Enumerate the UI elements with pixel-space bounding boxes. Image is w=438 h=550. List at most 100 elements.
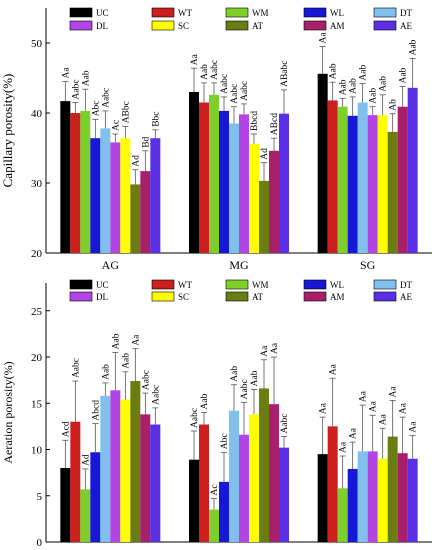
x-tick-label: AG [102,258,120,272]
legend-swatch-AT [225,291,249,302]
significance-label: Aab [369,88,379,104]
bar-SC-MG [249,414,259,542]
significance-label: Aabc [101,88,111,108]
legend-swatch-WM [225,7,249,18]
bar-WT-AG [70,113,81,253]
legend-label-WT: WT [178,280,192,290]
bar-WL-MG [219,110,229,254]
legend-swatch-DT [373,7,397,18]
legend-label-DL: DL [96,21,108,31]
bar-AT-MG [259,180,269,253]
x-tick-label: SG [360,547,376,550]
bar-UC-AG [60,101,71,253]
significance-label: Aa [319,32,329,44]
significance-label: Aabc [151,385,161,405]
y-tick-label: 0 [37,537,43,549]
significance-label: Aabc [210,60,220,80]
bar-WT-AG [70,421,81,542]
legend-swatch-DT [373,279,397,290]
significance-label: Aab [121,353,131,369]
bar-WM-AG [80,489,91,542]
significance-label: Aabc [280,414,290,434]
bar-WT-MG [199,102,209,253]
significance-label: Aab [349,78,359,94]
bar-WL-AG [90,452,101,542]
bar-UC-SG [317,73,328,253]
legend-label-DT: DT [400,8,412,18]
y-tick-label: 20 [31,248,43,260]
significance-label: Ad [260,148,270,160]
bar-SC-SG [377,458,388,542]
significance-label: Aab [101,364,111,380]
legend-swatch-UC [69,7,93,18]
significance-label: Aab [250,370,260,386]
y-tick-label: 50 [31,38,43,50]
bar-WM-MG [209,509,219,542]
bar-SC-MG [249,143,259,253]
significance-label: ABbc [121,101,131,123]
bar-DT-SG [357,451,368,542]
significance-label: Aa [409,421,419,433]
y-tick-label: 30 [31,178,43,190]
significance-label: Aab [329,63,339,79]
legend-label-UC: UC [96,280,109,290]
legend-swatch-WT [151,7,175,18]
legend-swatch-AT [225,20,249,31]
significance-label: Aabc [240,379,250,399]
bar-AM-AG [140,414,151,542]
x-tick-label: MG [229,258,249,272]
significance-label: Aa [369,400,379,412]
bar-DT-SG [357,102,368,253]
bar-AM-AG [140,171,151,253]
significance-label: Aa [131,334,141,346]
legend-swatch-UC [69,279,93,290]
legend-label-DL: DL [96,292,108,302]
significance-label: Aa [399,402,409,414]
bar-UC-MG [189,459,199,542]
bar-WL-SG [347,115,358,253]
significance-label: Bbc [151,111,161,126]
bar-WM-SG [337,488,348,542]
x-tick-label: AG [102,547,120,550]
legend-label-DT: DT [400,280,412,290]
legend-swatch-WT [151,279,175,290]
bar-UC-SG [317,454,328,542]
bar-AE-SG [407,458,418,542]
legend-swatch-WL [303,7,327,18]
x-tick-label: MG [229,547,249,550]
significance-label: Aa [329,363,339,375]
bar-DL-AG [110,390,121,542]
significance-label: Aa [190,53,200,65]
significance-label: Bbcd [250,111,260,131]
significance-label: Ac [111,120,121,131]
bar-WL-MG [219,481,229,542]
bar-AT-AG [130,184,141,253]
significance-label: Ad [131,155,141,167]
legend-label-AE: AE [400,21,412,31]
bar-DT-MG [229,123,239,253]
bar-DL-MG [239,114,249,254]
bar-AE-MG [279,113,289,253]
y-tick-label: 10 [31,445,43,457]
significance-label: Aa [359,390,369,402]
legend-label-SC: SC [178,21,189,31]
significance-label: Aab [359,65,369,81]
significance-label: Ad [81,454,91,466]
bar-SC-AG [120,399,131,542]
bar-WL-SG [347,468,358,542]
bar-WT-MG [199,424,209,542]
significance-label: Aab [111,333,121,349]
significance-label: Aab [399,67,409,83]
bar-WM-AG [80,110,91,254]
bar-AM-MG [269,404,279,542]
legend-label-SC: SC [178,292,189,302]
significance-label: ABcd [270,113,280,135]
bar-UC-AG [60,468,71,542]
bar-WT-SG [327,426,338,542]
significance-label: Aa [349,427,359,439]
bar-SC-AG [120,138,131,253]
legend-label-UC: UC [96,8,109,18]
legend-swatch-SC [151,291,175,302]
